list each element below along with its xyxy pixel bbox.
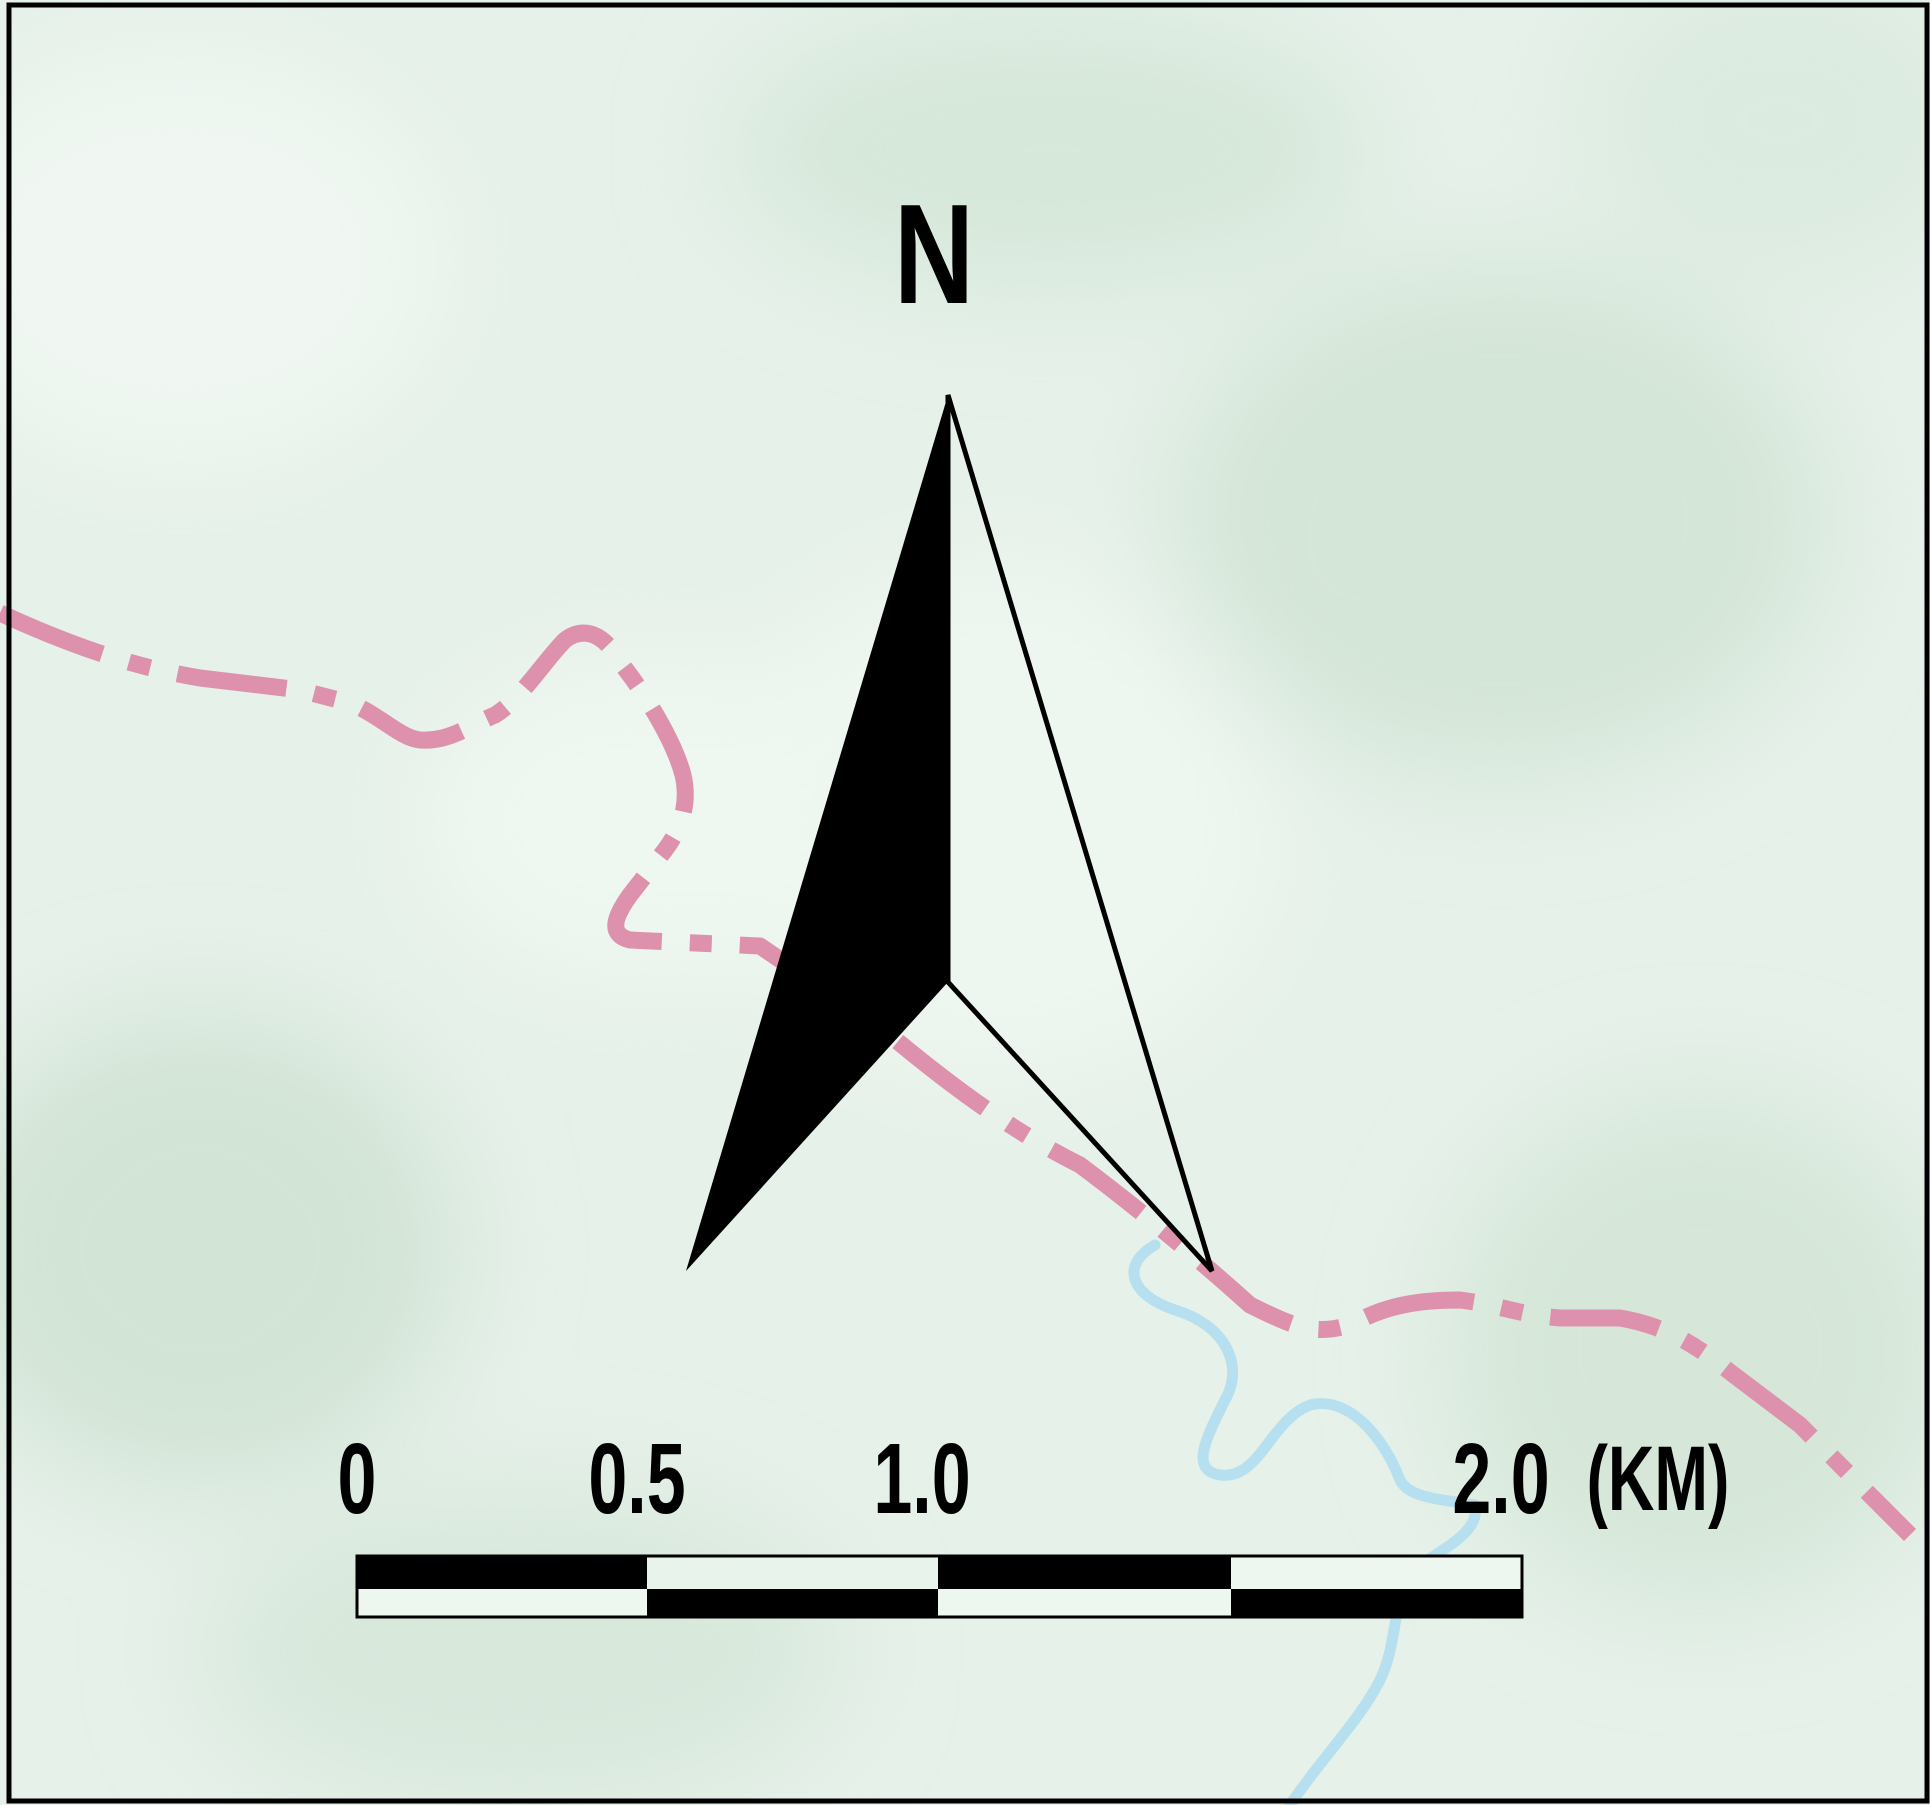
scale-tick-label-0: 0 [338,1424,377,1535]
river-line [1128,1239,1481,1805]
scale-unit-label: (KM) [1586,1427,1729,1530]
scale-tick-label-2-0: 2.0 [1452,1424,1549,1535]
scale-tick-label-0-5: 0.5 [588,1424,685,1535]
boundary-line [0,605,1917,1542]
north-arrow-dark-half [686,395,948,1271]
map-border [6,2,1930,1804]
north-arrow [686,394,1215,1273]
scale-bar [355,1554,1524,1619]
scale-tick-label-1-0: 1.0 [873,1424,970,1535]
north-label: N [894,175,974,333]
